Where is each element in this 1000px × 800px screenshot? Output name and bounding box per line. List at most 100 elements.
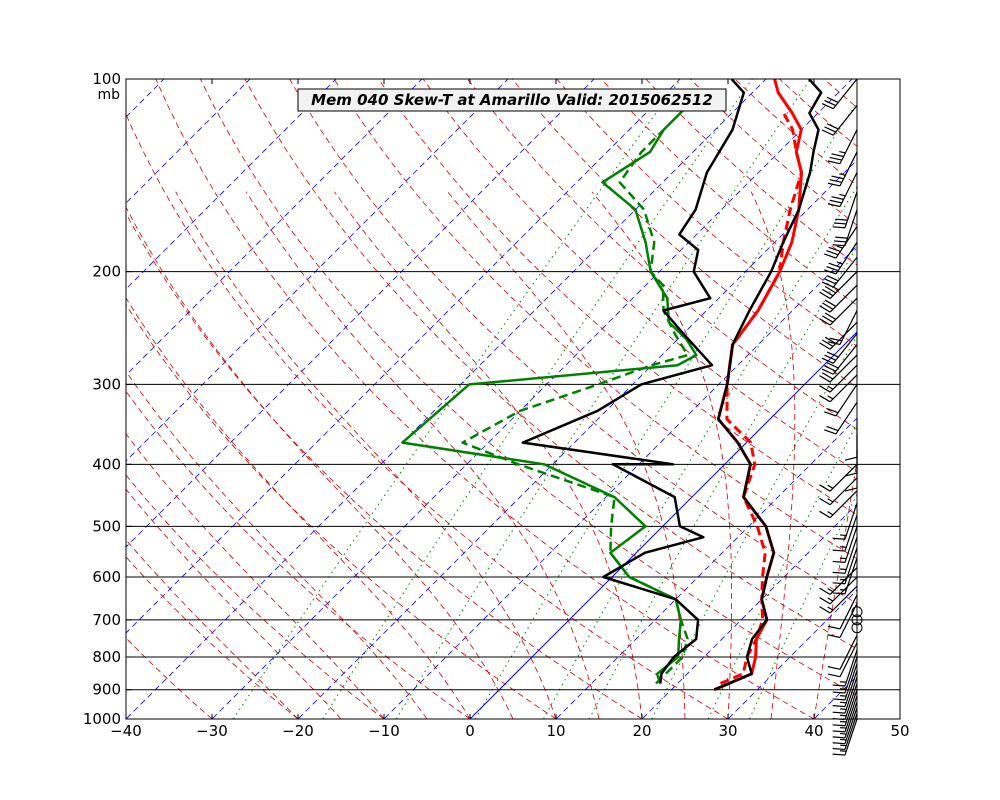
barb-full	[821, 368, 834, 375]
barb-full	[831, 153, 844, 158]
barb-full	[829, 156, 842, 161]
mixing-ratio-line	[748, 493, 857, 719]
barb-full	[832, 742, 846, 745]
moist-adiabat-line	[813, 457, 857, 719]
mixing-ratio-line	[232, 79, 682, 719]
barb-full	[821, 129, 834, 136]
dry-adiabat-line	[155, 79, 815, 719]
barb-full	[821, 102, 834, 110]
barb-full	[824, 312, 837, 320]
wind-barb	[819, 576, 858, 605]
wind-barb	[832, 707, 858, 745]
wind-barb	[821, 105, 858, 136]
barb-staff	[844, 526, 858, 563]
barb-half	[827, 498, 834, 503]
barb-full	[832, 226, 846, 229]
barb-full	[824, 278, 837, 285]
temperature-axis: −40 −30 −20 −10 0 10 20 30 40 50	[110, 79, 910, 740]
barb-full	[824, 269, 837, 275]
barb-full	[832, 560, 846, 563]
barb-full	[832, 537, 846, 540]
moist-adiabat-line	[126, 488, 342, 719]
barb-staff	[844, 557, 858, 595]
mixing-ratio-line	[474, 101, 857, 719]
barb-staff	[832, 78, 858, 110]
moist-adiabat-line	[126, 297, 471, 719]
barb-staff	[829, 374, 858, 403]
wind-barb	[832, 718, 858, 756]
barb-full	[824, 126, 837, 133]
barb-full	[832, 244, 846, 247]
barb-full	[832, 571, 846, 574]
barb-staff	[844, 191, 858, 228]
wind-barb	[824, 384, 858, 417]
barb-staff	[839, 635, 858, 670]
wind-barb	[821, 344, 858, 375]
barb-full	[824, 354, 837, 361]
barb-full	[821, 281, 834, 288]
mixing-ratio-line	[651, 334, 857, 719]
y-tick-label: 900	[92, 681, 121, 699]
wind-barbs	[819, 78, 863, 756]
wind-barb	[821, 78, 858, 110]
barb-full	[833, 222, 847, 225]
dry-adiabat-line	[126, 390, 471, 719]
barb-full	[824, 299, 837, 307]
wind-barb	[827, 129, 858, 165]
wind-barb	[832, 701, 858, 739]
barb-full	[832, 549, 846, 552]
barb-staff	[844, 683, 858, 720]
barb-staff	[835, 242, 858, 275]
series-line-3	[461, 128, 689, 685]
wind-barb	[832, 695, 858, 733]
wind-barb	[832, 502, 858, 540]
barb-full	[832, 724, 846, 727]
barb-half	[827, 484, 834, 489]
barb-full	[829, 199, 842, 204]
barb-staff	[829, 567, 858, 595]
barb-staff	[844, 695, 858, 733]
wind-barb	[832, 676, 858, 714]
wind-barb	[824, 226, 858, 259]
moist-adiabat-line	[750, 191, 796, 719]
chart-title: Mem 040 Skew-T at Amarillo Valid: 201506…	[311, 91, 713, 109]
y-tick-label: 100	[92, 70, 121, 88]
barb-full	[827, 182, 841, 187]
wind-barb	[821, 333, 858, 364]
barb-full	[835, 218, 848, 221]
mixing-ratio-line	[707, 422, 857, 719]
barb-staff	[829, 364, 858, 393]
wind-barb	[832, 670, 858, 708]
barb-staff	[829, 463, 858, 492]
moist-adiabat-line	[126, 539, 299, 719]
dry-adiabat-line	[244, 79, 857, 650]
barb-full	[824, 99, 837, 107]
barb-staff	[835, 384, 858, 417]
x-tick-label: 50	[890, 722, 909, 740]
x-tick-label: −10	[368, 722, 400, 740]
barb-full	[826, 123, 839, 130]
barb-full	[821, 357, 834, 364]
x-tick-label: 0	[465, 722, 475, 740]
barb-half	[836, 261, 843, 265]
dry-adiabat-line	[126, 304, 557, 719]
barb-staff	[839, 594, 858, 630]
isotherm-line	[126, 79, 509, 462]
dry-adiabat-line	[422, 79, 857, 473]
wind-barb	[832, 537, 858, 574]
isotherm-line	[972, 79, 1000, 733]
barb-full	[824, 365, 837, 372]
wind-barb	[819, 490, 858, 519]
barb-staff	[832, 333, 858, 364]
barb-full	[822, 372, 834, 380]
barb-full	[829, 179, 842, 183]
barb-staff	[844, 656, 858, 694]
pressure-gridlines	[126, 271, 900, 691]
barb-staff	[839, 642, 858, 677]
barb-staff	[839, 172, 858, 207]
plot-background	[126, 79, 900, 719]
series-line-4	[521, 79, 746, 684]
wind-barb	[819, 364, 858, 393]
barb-full	[832, 730, 846, 733]
y-tick-label: 300	[92, 375, 121, 393]
